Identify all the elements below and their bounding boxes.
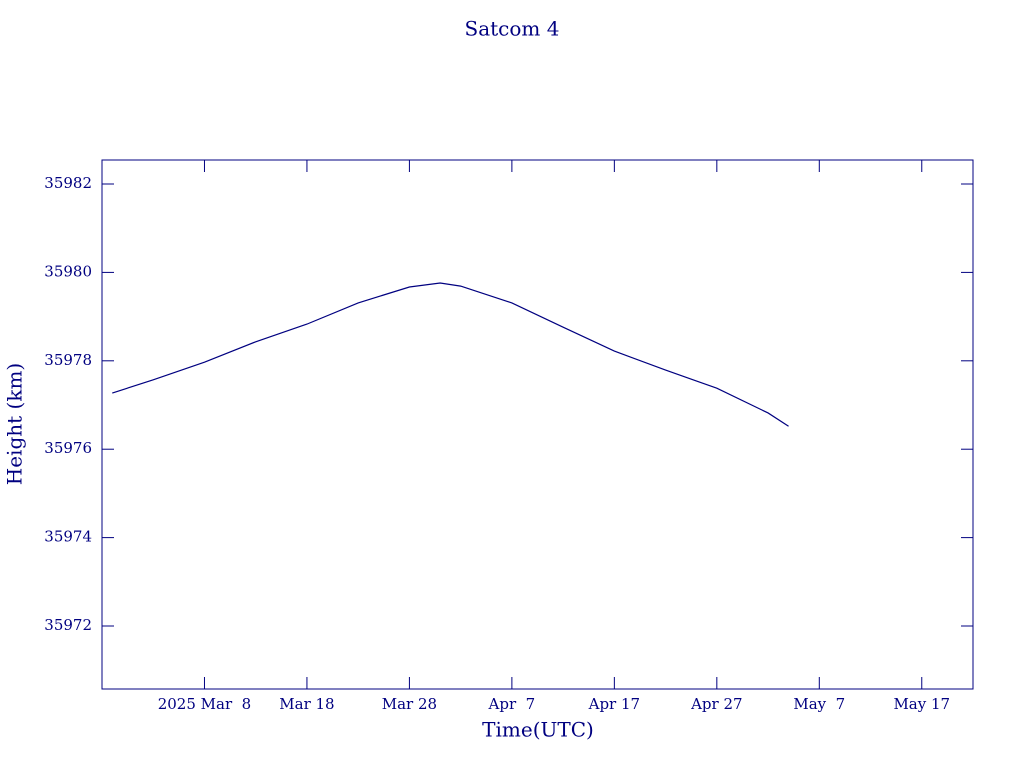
x-tick-label: Mar 18 (279, 695, 334, 713)
y-tick-label: 35972 (44, 616, 92, 634)
y-tick-label: 35978 (44, 351, 92, 369)
y-tick-label: 35980 (44, 262, 92, 280)
data-line (112, 282, 789, 427)
chart-title: Satcom 4 (465, 17, 560, 41)
y-tick-label: 35982 (44, 174, 92, 192)
x-tick-label: Apr 27 (690, 695, 742, 713)
y-tick-label: 35976 (44, 439, 92, 457)
x-tick-label: Mar 28 (382, 695, 437, 713)
x-tick-label: May 17 (893, 695, 950, 713)
y-tick-label: 35974 (44, 528, 92, 546)
x-axis-label: Time(UTC) (482, 718, 594, 742)
y-axis-label: Height (km) (3, 363, 27, 485)
x-tick-label: Apr 7 (488, 695, 536, 713)
plot-frame (101, 159, 974, 690)
x-tick-label: May 7 (793, 695, 845, 713)
x-tick-label: Apr 17 (588, 695, 640, 713)
x-tick-label: 2025 Mar 8 (158, 695, 252, 713)
